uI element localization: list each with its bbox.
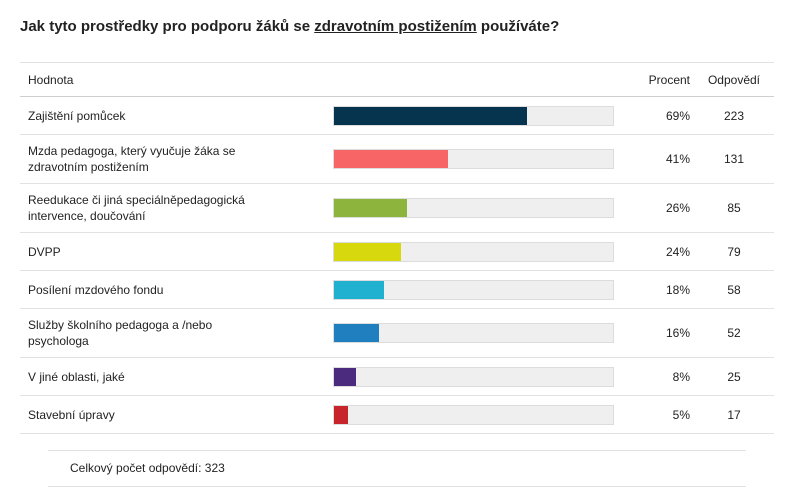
row: Posílení mzdového fondu 18% 58 (20, 271, 774, 309)
row: DVPP 24% 79 (20, 233, 774, 271)
title-part: používáte? (476, 18, 560, 35)
category-label: Posílení mzdového fondu (28, 282, 164, 297)
row: V jiné oblasti, jaké 8% 25 (20, 358, 774, 396)
percent-label: 41% (665, 152, 690, 166)
header: Hodnota (28, 72, 74, 87)
count-label: 25 (727, 369, 741, 384)
count-label: 17 (727, 407, 741, 422)
total-label: Celkový počet odpovědí: (70, 461, 202, 475)
percent-label: 16% (665, 326, 690, 340)
count-label: 58 (727, 282, 741, 297)
category-label: Zajištění pomůcek (28, 108, 126, 123)
bar-track (333, 323, 614, 343)
bar-cell (270, 279, 614, 300)
row: Mzda pedagoga, který vyučuje žáka se zdr… (20, 135, 774, 184)
title: Jak tyto prostředky pro podporu žáků se … (20, 18, 559, 35)
count-label: 79 (727, 244, 741, 259)
bar-cell (270, 323, 614, 343)
bar-track (333, 279, 614, 300)
category-label: Služby školního pedagoga a /nebo psychol… (28, 318, 213, 348)
row: Stavební úpravy 5% 17 (20, 396, 774, 434)
header-row: Hodnota Procent Odpovědí (20, 62, 774, 97)
percent-label: 69% (665, 108, 690, 123)
bar-cell (270, 404, 614, 425)
count-label: 131 (723, 152, 745, 166)
percent-label: 8% (672, 369, 690, 384)
footer: Celkový počet odpovědí: 323 (48, 450, 746, 487)
bar-track (333, 366, 614, 387)
bar (334, 106, 527, 125)
bar (334, 367, 357, 386)
bar (334, 242, 401, 261)
row: Zajištění pomůcek 69% 223 (20, 97, 774, 135)
category-label: Reedukace či jiná speciálněpedagogická i… (28, 193, 245, 223)
bar-track (333, 404, 614, 425)
bar-cell (270, 366, 614, 387)
title-part: zdravotním postižením (314, 18, 477, 35)
category-label: V jiné oblasti, jaké (28, 369, 125, 384)
bar-track (333, 198, 614, 218)
bar-cell (270, 149, 614, 169)
bar (334, 405, 348, 424)
table: Hodnota Procent Odpovědí Zajištění pomůc… (20, 62, 774, 434)
count-label: 223 (723, 108, 745, 123)
bar (334, 324, 379, 342)
total: 323 (204, 461, 225, 475)
count-label: 52 (727, 326, 741, 340)
bar-track (333, 105, 614, 126)
bar-track (333, 149, 614, 169)
category-label: DVPP (28, 244, 61, 259)
bar-track (333, 241, 614, 262)
percent-label: 26% (665, 201, 690, 215)
bar-cell (270, 105, 614, 126)
bar (334, 150, 449, 168)
row: Služby školního pedagoga a /nebo psychol… (20, 309, 774, 358)
row: Reedukace či jiná speciálněpedagogická i… (20, 184, 774, 233)
header: Odpovědí (707, 72, 761, 87)
bar (334, 199, 407, 217)
header: Procent (648, 72, 690, 87)
title-part: Jak tyto prostředky pro podporu žáků se (20, 18, 315, 35)
bar-cell (270, 241, 614, 262)
percent-label: 18% (665, 282, 690, 297)
percent-label: 24% (665, 244, 690, 259)
category-label: Mzda pedagoga, který vyučuje žáka se zdr… (28, 144, 236, 174)
count-label: 85 (727, 201, 741, 215)
bar (334, 280, 385, 299)
bar-cell (270, 198, 614, 218)
percent-label: 5% (672, 407, 690, 422)
category-label: Stavební úpravy (28, 407, 115, 422)
